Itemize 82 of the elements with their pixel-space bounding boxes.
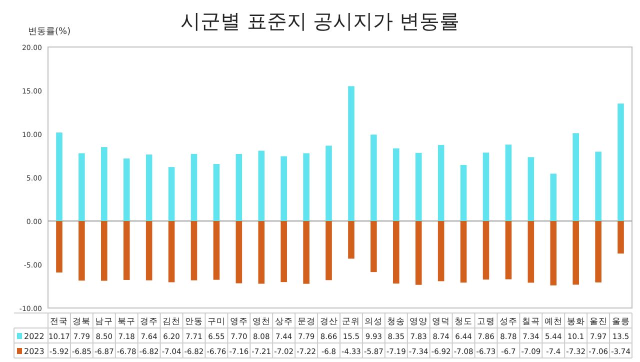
x-tick-label: 경산 — [320, 317, 338, 327]
bar — [168, 221, 175, 282]
bar — [303, 153, 310, 221]
bar — [326, 146, 332, 221]
bar — [78, 153, 85, 221]
bar — [303, 221, 310, 284]
bar — [415, 221, 422, 285]
bar — [370, 221, 377, 272]
x-tick-label: 의성 — [364, 317, 383, 327]
bar — [595, 221, 602, 282]
bar — [168, 167, 175, 221]
bar — [190, 221, 198, 280]
x-tick-label: 예천 — [544, 317, 562, 327]
x-tick-label: 상주 — [274, 317, 293, 327]
bar — [550, 174, 557, 221]
bar — [482, 221, 490, 280]
chart-title: 시군별 표준지 공시지가 변동률 — [180, 9, 460, 33]
bar — [213, 221, 220, 280]
x-tick-label: 남구 — [95, 317, 114, 327]
bar — [370, 134, 377, 221]
x-tick-label: 고령 — [477, 317, 495, 327]
y-axis-title: 변동률(%) — [28, 27, 71, 37]
bar — [550, 221, 557, 286]
bar — [572, 133, 579, 221]
x-tick-label: 김천 — [162, 317, 181, 327]
bar — [618, 104, 624, 221]
x-tick-label: 울진 — [589, 317, 608, 327]
x-tick-label: 울릉 — [612, 317, 630, 327]
bar — [190, 154, 198, 221]
bar — [618, 221, 624, 254]
x-tick-label: 구미 — [207, 317, 226, 327]
bar — [123, 158, 130, 221]
legend-label: 2023 — [24, 347, 44, 356]
bar — [146, 221, 152, 280]
bar — [528, 157, 534, 221]
x-tick-label: 북구 — [118, 317, 136, 327]
bar — [595, 152, 602, 221]
bar — [482, 152, 490, 221]
bar — [101, 147, 108, 221]
bar — [348, 221, 354, 259]
bar — [258, 221, 265, 284]
x-tick-label: 영양 — [410, 317, 428, 327]
bar — [101, 221, 108, 281]
x-tick-label: 문경 — [297, 317, 316, 327]
x-tick-label: 청송 — [387, 317, 406, 327]
bar — [56, 132, 62, 221]
legend-label: 2022 — [24, 332, 44, 341]
x-tick-label: 경주 — [140, 317, 158, 327]
bar — [505, 221, 512, 280]
x-tick-label: 전국 — [50, 317, 68, 327]
bar — [528, 221, 534, 283]
bar — [326, 221, 332, 280]
bar — [146, 154, 152, 221]
bar — [438, 221, 444, 282]
x-tick-label: 칠곡 — [522, 317, 540, 327]
bar — [123, 221, 130, 280]
bar — [213, 164, 220, 221]
x-tick-label: 영주 — [230, 317, 248, 327]
bar — [393, 221, 400, 284]
bar — [236, 221, 242, 284]
bar — [460, 164, 467, 221]
bar — [415, 152, 422, 221]
bar — [56, 221, 62, 273]
x-tick-label: 경북 — [72, 317, 91, 327]
x-tick-label: 안동 — [185, 317, 203, 327]
bar — [572, 221, 579, 285]
bar — [236, 154, 242, 221]
bar — [393, 148, 400, 221]
bar — [280, 156, 287, 221]
x-tick-label: 봉화 — [566, 317, 585, 327]
bar — [78, 221, 85, 281]
bar — [438, 144, 444, 221]
x-tick-label: 영천 — [252, 317, 270, 327]
bar — [348, 86, 354, 221]
x-tick-label: 군위 — [342, 317, 360, 327]
x-tick-label: 영덕 — [432, 317, 450, 327]
bar — [280, 221, 287, 282]
bar — [258, 150, 265, 221]
bar — [460, 221, 467, 283]
x-tick-label: 청도 — [454, 317, 473, 327]
bar — [505, 144, 512, 221]
x-tick-label: 성주 — [499, 317, 518, 327]
